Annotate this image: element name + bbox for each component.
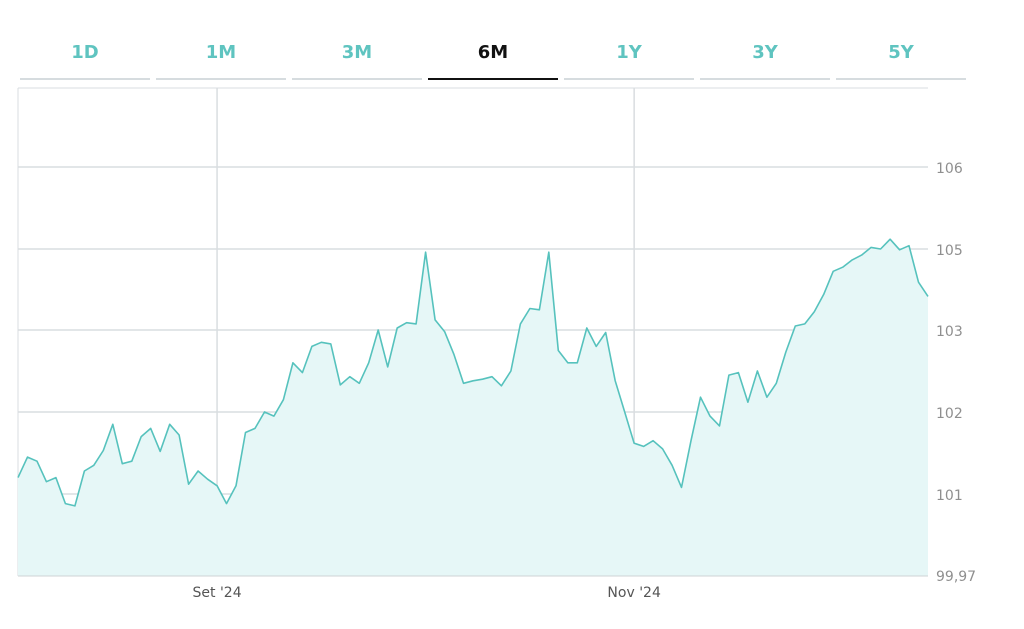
- tab-1y-label: 1Y: [616, 42, 642, 63]
- tab-5y[interactable]: 5Y: [836, 36, 966, 80]
- tab-6m-label: 6M: [477, 42, 509, 63]
- y-tick-label: 101: [936, 488, 963, 504]
- tab-1y[interactable]: 1Y: [564, 36, 694, 80]
- y-tick-label: 103: [936, 324, 963, 340]
- tab-6m-underline: [428, 78, 558, 80]
- tab-3y[interactable]: 3Y: [700, 36, 830, 80]
- tab-3m-label: 3M: [341, 42, 373, 63]
- tab-3m-underline: [292, 78, 422, 80]
- series-line: [17, 238, 929, 507]
- y-tick-label: 99,97: [936, 569, 976, 585]
- y-tick-label: 102: [936, 406, 963, 422]
- tab-3y-underline: [700, 78, 830, 80]
- x-tick-label: Nov '24: [607, 585, 661, 601]
- tab-6m[interactable]: 6M: [428, 36, 558, 80]
- tab-1y-underline: [564, 78, 694, 80]
- tab-1d[interactable]: 1D: [20, 36, 150, 80]
- tab-1d-label: 1D: [71, 42, 99, 63]
- series-area: [18, 239, 928, 576]
- tab-3m[interactable]: 3M: [292, 36, 422, 80]
- tab-5y-label: 5Y: [888, 42, 914, 63]
- period-tabs: 1D 1M 3M 6M 1Y 3Y 5Y: [20, 36, 972, 80]
- tab-1m[interactable]: 1M: [156, 36, 286, 80]
- tab-1m-underline: [156, 78, 286, 80]
- tab-1d-underline: [20, 78, 150, 80]
- tab-3y-label: 3Y: [752, 42, 778, 63]
- tab-5y-underline: [836, 78, 966, 80]
- y-tick-label: 106: [936, 161, 963, 177]
- tab-1m-label: 1M: [205, 42, 237, 63]
- y-tick-label: 105: [936, 243, 963, 259]
- x-tick-label: Set '24: [193, 585, 242, 601]
